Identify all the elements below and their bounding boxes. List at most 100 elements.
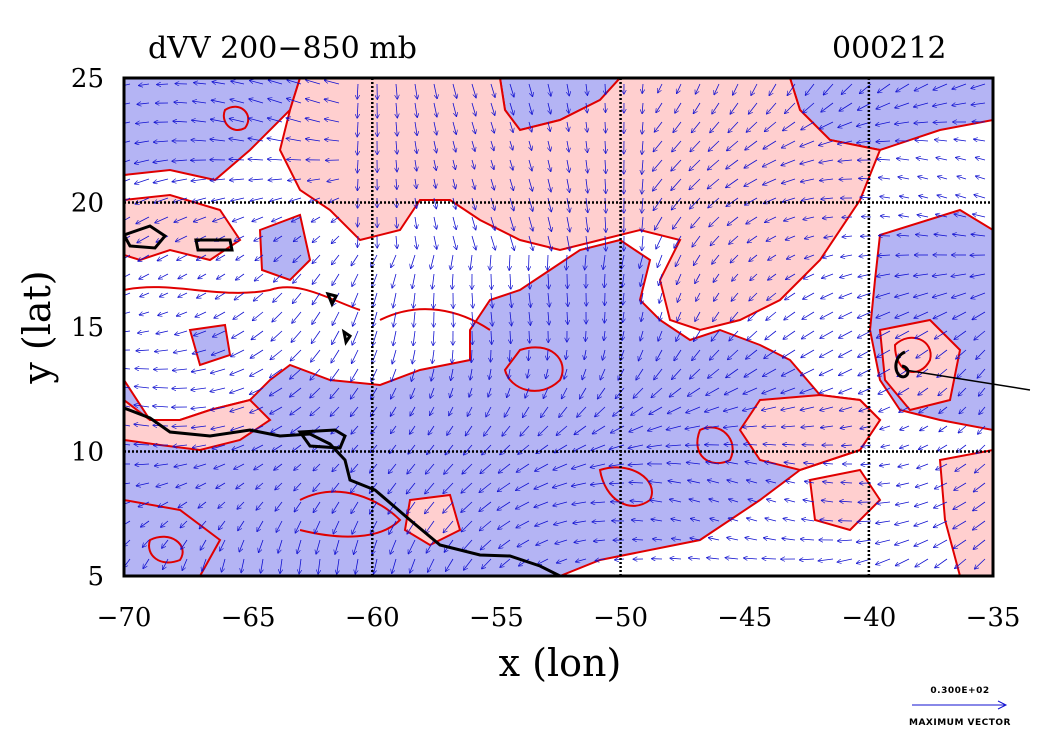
wind-vector bbox=[288, 179, 302, 181]
wind-vector bbox=[299, 558, 301, 574]
wind-vector bbox=[692, 349, 701, 360]
wind-vector bbox=[605, 83, 606, 94]
wind-vector bbox=[957, 368, 967, 378]
wind-vector bbox=[768, 273, 777, 280]
wind-vector bbox=[124, 482, 131, 485]
wind-vector bbox=[192, 368, 207, 372]
wind-vector bbox=[647, 445, 663, 447]
wind-vector bbox=[838, 140, 853, 144]
wind-vector bbox=[653, 140, 663, 152]
wind-vector bbox=[124, 443, 131, 446]
wind-vector bbox=[667, 463, 682, 464]
wind-vector bbox=[229, 139, 245, 141]
wind-vector bbox=[803, 500, 815, 502]
wind-vector bbox=[390, 539, 397, 554]
wind-vector bbox=[725, 387, 739, 395]
wind-vector bbox=[712, 102, 720, 114]
wind-vector bbox=[933, 83, 948, 90]
wind-vector bbox=[709, 140, 720, 151]
wind-vector bbox=[914, 292, 929, 297]
wind-vector bbox=[211, 425, 226, 429]
wind-vector bbox=[744, 178, 758, 186]
wind-vector bbox=[648, 425, 663, 431]
wind-vector bbox=[676, 330, 682, 341]
wind-vector bbox=[332, 330, 340, 344]
wind-vector bbox=[917, 463, 929, 468]
wind-vector bbox=[805, 254, 815, 259]
wind-vector bbox=[916, 235, 929, 237]
wind-vector bbox=[974, 195, 986, 199]
x-tick-label: −50 bbox=[593, 603, 648, 633]
wind-vector bbox=[310, 368, 321, 380]
wind-vector bbox=[351, 501, 359, 513]
wind-vector bbox=[933, 102, 948, 106]
wind-vector bbox=[431, 368, 435, 381]
wind-vector bbox=[749, 292, 758, 301]
wind-vector bbox=[176, 482, 188, 487]
wind-vector bbox=[785, 292, 796, 300]
wind-vector bbox=[743, 406, 758, 411]
wind-vector bbox=[312, 216, 321, 222]
wind-vector bbox=[586, 197, 588, 212]
wind-vector bbox=[806, 83, 815, 95]
wind-vector bbox=[178, 292, 188, 297]
wind-vector bbox=[491, 311, 492, 326]
wind-vector bbox=[312, 330, 321, 343]
wind-vector bbox=[352, 349, 359, 363]
wind-vector bbox=[564, 368, 567, 379]
wind-vector bbox=[642, 178, 643, 194]
y-tick-label: 10 bbox=[71, 438, 104, 468]
wind-vector bbox=[819, 160, 834, 163]
wind-vector bbox=[270, 197, 283, 201]
wind-vector bbox=[820, 520, 834, 521]
wind-vector bbox=[585, 330, 586, 341]
wind-vector bbox=[357, 83, 358, 99]
wind-vector bbox=[957, 444, 967, 452]
wind-vector bbox=[548, 159, 551, 171]
wind-vector bbox=[430, 406, 435, 415]
wind-vector bbox=[432, 349, 434, 363]
wind-vector bbox=[729, 518, 739, 521]
wind-vector bbox=[415, 102, 417, 117]
wind-vector bbox=[252, 216, 264, 221]
wind-vector bbox=[642, 121, 643, 134]
wind-vector bbox=[746, 216, 758, 224]
wind-vector bbox=[744, 558, 758, 559]
wind-vector bbox=[251, 349, 264, 358]
wind-vector bbox=[765, 330, 777, 340]
wind-vector bbox=[915, 501, 929, 506]
wind-vector bbox=[290, 197, 302, 201]
wind-vector bbox=[591, 502, 606, 503]
wind-vector bbox=[629, 425, 644, 432]
wind-vector bbox=[915, 558, 929, 567]
wind-vector bbox=[134, 424, 150, 426]
wind-vector bbox=[666, 445, 682, 446]
wind-vector bbox=[351, 254, 359, 266]
wind-vector bbox=[453, 159, 455, 169]
wind-vector bbox=[388, 501, 397, 514]
wind-vector bbox=[124, 386, 131, 389]
wind-vector bbox=[876, 121, 891, 125]
wind-vector bbox=[410, 425, 416, 434]
wind-vector bbox=[709, 499, 720, 502]
wind-vector bbox=[433, 292, 434, 308]
wind-vector bbox=[234, 463, 245, 469]
wind-vector bbox=[979, 406, 986, 414]
wind-vector bbox=[747, 518, 758, 521]
wind-vector bbox=[491, 292, 492, 308]
wind-vector bbox=[390, 444, 397, 453]
wind-vector bbox=[642, 159, 643, 174]
wind-vector bbox=[567, 159, 569, 172]
wind-vector bbox=[335, 539, 340, 554]
wind-vector bbox=[783, 349, 796, 358]
wind-vector bbox=[136, 216, 150, 224]
wind-vector bbox=[801, 368, 815, 376]
wind-vector bbox=[566, 235, 570, 251]
wind-vector bbox=[951, 274, 967, 276]
wind-vector bbox=[840, 273, 853, 278]
wind-vector bbox=[819, 140, 834, 145]
wind-vector bbox=[158, 254, 169, 261]
wind-vector bbox=[193, 445, 207, 448]
x-tick-label: −45 bbox=[717, 603, 772, 633]
wind-vector bbox=[729, 330, 739, 341]
